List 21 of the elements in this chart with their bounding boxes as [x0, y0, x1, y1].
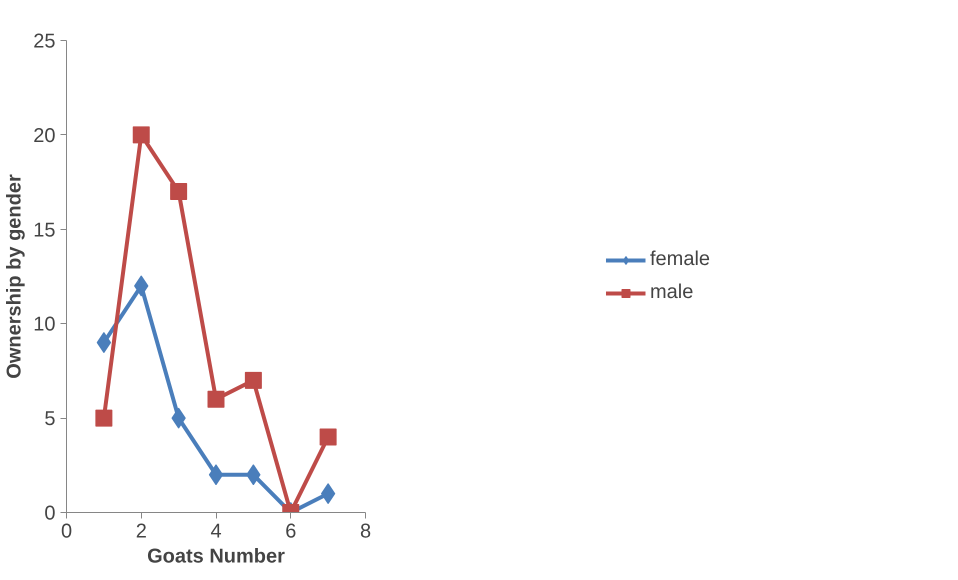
y-tick-label: 0 [44, 502, 56, 524]
legend-label: female [650, 248, 710, 271]
x-tick-label: 0 [60, 520, 72, 542]
point [95, 410, 112, 427]
x-tick-label: 4 [210, 520, 222, 542]
y-tick-label: 15 [33, 219, 56, 242]
y-tick-label: 10 [33, 314, 56, 336]
x-tick-label: 2 [136, 520, 147, 542]
x-tick-label: 6 [285, 520, 296, 542]
x-tick-label: 8 [360, 520, 372, 542]
y-tick-label: 5 [44, 408, 56, 430]
point [170, 183, 188, 200]
legend-label: male [650, 281, 694, 304]
point [208, 390, 224, 408]
y-tick-label: 25 [33, 30, 56, 52]
x-axis-title: Goats Number [147, 546, 286, 568]
point [320, 428, 337, 446]
y-tick-label: 20 [33, 124, 56, 147]
point [132, 126, 150, 144]
point [244, 372, 262, 389]
y-axis-title: Ownership by gender [3, 174, 26, 379]
